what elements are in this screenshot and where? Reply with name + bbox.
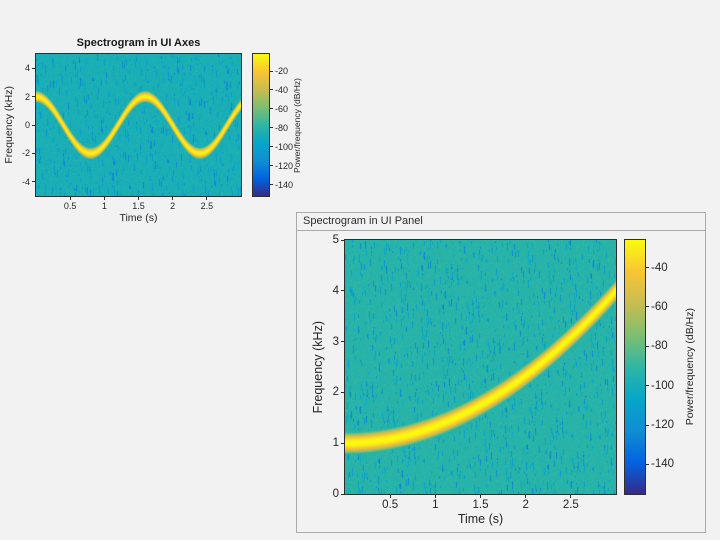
tick-mark	[646, 463, 649, 465]
x-axis-label: Time (s)	[457, 512, 504, 526]
tick-mark	[32, 67, 35, 69]
y-axis-label: Frequency (kHz)	[310, 320, 325, 414]
x-tick-label: 0.5	[382, 499, 399, 511]
tick-mark	[341, 290, 344, 292]
tick-mark	[341, 442, 344, 444]
tick-mark	[270, 127, 273, 129]
colorbar	[624, 239, 646, 495]
tick-mark	[341, 493, 344, 495]
colorbar-tick-label: -100	[651, 379, 675, 392]
y-tick-label: -2	[21, 148, 30, 159]
colorbar-tick-label: -120	[651, 419, 675, 432]
tick-mark	[434, 495, 436, 498]
tick-mark	[103, 197, 105, 200]
x-tick-label: 1	[101, 201, 107, 211]
tick-mark	[32, 124, 35, 126]
tick-mark	[480, 495, 481, 498]
x-tick-label: 1	[432, 499, 439, 511]
colorbar-tick-label: -20	[275, 66, 289, 77]
ui-panel: Spectrogram in UI Panel Frequency (kHz) …	[296, 212, 706, 533]
tick-mark	[32, 181, 35, 183]
x-tick-label: 2	[170, 201, 176, 211]
colorbar-tick-label: -40	[275, 84, 289, 95]
tick-mark	[525, 495, 527, 498]
x-tick-label: 2	[522, 499, 529, 511]
tick-mark	[646, 385, 649, 387]
tick-mark	[206, 197, 208, 200]
tick-mark	[32, 96, 35, 98]
panel-header: Spectrogram in UI Panel	[297, 213, 705, 231]
x-tick-label: 2.5	[562, 499, 579, 511]
colorbar-tick-label: -140	[275, 179, 294, 190]
colorbar-tick-label: -100	[275, 141, 294, 152]
tick-mark	[646, 267, 649, 269]
colorbar-tick-label: -80	[651, 340, 668, 353]
tick-mark	[389, 495, 391, 498]
y-tick-label: 4	[332, 284, 339, 297]
y-tick-label: 3	[332, 335, 339, 348]
x-tick-label: 1.5	[472, 499, 489, 511]
y-tick-label: 4	[24, 63, 30, 74]
colorbar-label: Power/frequency (dB/Hz)	[683, 308, 696, 426]
spectrogram-image-panel	[344, 239, 617, 495]
tick-mark	[172, 197, 174, 200]
colorbar-tick-label: -120	[275, 160, 294, 171]
colorbar	[252, 53, 270, 197]
tick-mark	[341, 391, 344, 393]
x-axis-label: Time (s)	[119, 212, 158, 224]
tick-mark	[32, 152, 35, 154]
tick-mark	[270, 108, 273, 110]
tick-mark	[270, 184, 273, 186]
y-tick-label: 0	[332, 488, 339, 500]
colorbar-tick-label: -60	[275, 103, 289, 114]
tick-mark	[341, 341, 344, 343]
tick-mark	[69, 197, 71, 200]
x-tick-label: 1.5	[132, 201, 145, 211]
y-tick-label: 1	[332, 437, 339, 450]
y-tick-label: 5	[332, 234, 339, 246]
tick-mark	[270, 146, 273, 148]
colorbar-tick-label: -40	[651, 261, 668, 274]
tick-mark	[570, 495, 572, 498]
spectrogram-image-uiaxes	[35, 53, 242, 197]
colorbar-tick-label: -60	[651, 300, 668, 313]
axes-title: Spectrogram in UI Axes	[76, 37, 201, 49]
colorbar-tick-label: -80	[275, 122, 289, 133]
colorbar-label: Power/frequency (dB/Hz)	[291, 77, 302, 173]
tick-mark	[270, 70, 273, 72]
tick-mark	[646, 345, 649, 347]
x-tick-label: 0.5	[63, 201, 77, 211]
y-tick-label: -4	[21, 176, 30, 187]
tick-mark	[646, 424, 649, 426]
tick-mark	[270, 165, 273, 167]
y-tick-label: 0	[24, 120, 30, 130]
tick-mark	[341, 239, 344, 241]
y-tick-label: 2	[332, 386, 339, 399]
tick-mark	[270, 89, 273, 91]
x-tick-label: 2.5	[200, 201, 214, 211]
colorbar-tick-label: -140	[651, 458, 675, 471]
tick-mark	[138, 197, 139, 200]
y-tick-label: 2	[24, 91, 30, 102]
panel-title: Spectrogram in UI Panel	[303, 215, 423, 227]
tick-mark	[646, 306, 649, 308]
